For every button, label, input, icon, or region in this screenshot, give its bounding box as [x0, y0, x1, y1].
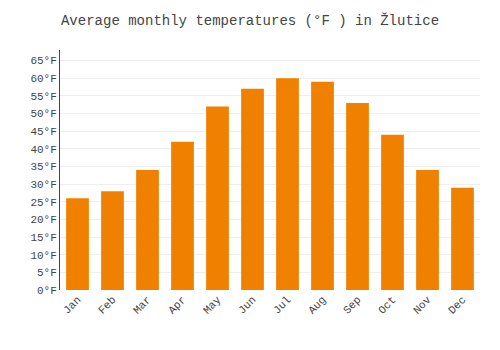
svg-text:Sep: Sep: [341, 294, 363, 316]
svg-text:Oct: Oct: [376, 294, 398, 316]
svg-text:Jan: Jan: [61, 294, 83, 316]
svg-text:Aug: Aug: [306, 294, 328, 316]
svg-text:10°F: 10°F: [30, 250, 56, 262]
svg-text:20°F: 20°F: [30, 214, 56, 226]
svg-text:Average monthly temperatures (: Average monthly temperatures (°F ) in Žl…: [61, 12, 439, 29]
svg-text:Jun: Jun: [236, 294, 258, 316]
svg-text:60°F: 60°F: [30, 73, 56, 85]
svg-text:55°F: 55°F: [30, 91, 56, 103]
svg-text:45°F: 45°F: [30, 126, 56, 138]
svg-text:0°F: 0°F: [37, 285, 57, 297]
svg-text:50°F: 50°F: [30, 108, 56, 120]
svg-text:Jul: Jul: [271, 294, 293, 316]
svg-text:65°F: 65°F: [30, 55, 56, 67]
svg-text:Apr: Apr: [166, 294, 188, 316]
svg-text:Nov: Nov: [411, 294, 434, 317]
svg-text:5°F: 5°F: [37, 267, 57, 279]
svg-text:25°F: 25°F: [30, 197, 56, 209]
svg-text:40°F: 40°F: [30, 144, 56, 156]
svg-text:Dec: Dec: [446, 294, 468, 316]
svg-text:Feb: Feb: [96, 294, 118, 316]
svg-text:35°F: 35°F: [30, 161, 56, 173]
svg-text:15°F: 15°F: [30, 232, 56, 244]
svg-text:30°F: 30°F: [30, 179, 56, 191]
svg-text:May: May: [201, 294, 224, 317]
svg-text:Mar: Mar: [131, 294, 153, 316]
